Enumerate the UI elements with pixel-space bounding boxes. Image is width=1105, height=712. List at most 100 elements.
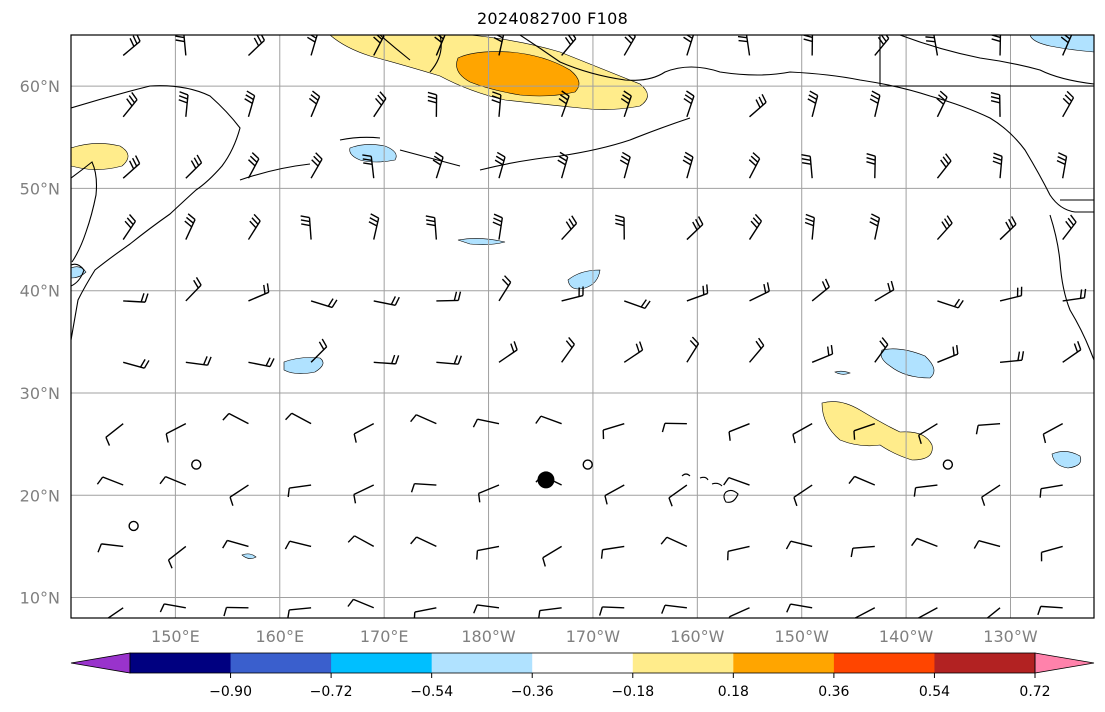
wind-barb <box>936 90 948 118</box>
wind-barb <box>748 152 761 179</box>
markers <box>128 459 954 532</box>
lat-label: 20°N <box>20 486 60 505</box>
wind-barb <box>973 540 1001 549</box>
wind-barb <box>178 91 189 117</box>
colorbar-bin <box>733 653 835 673</box>
colorbar-frame <box>129 652 1036 674</box>
wind-barb <box>869 90 881 117</box>
wind-barb <box>476 545 500 560</box>
wind-barb <box>600 545 625 559</box>
wind-barb <box>561 35 577 56</box>
wind-barb <box>561 336 575 363</box>
wind-barb <box>925 35 939 56</box>
wind-barb <box>123 359 150 369</box>
wind-barb <box>159 475 187 486</box>
wind-barb <box>1037 605 1063 616</box>
wind-barb <box>247 213 261 240</box>
colorbar-label: −0.54 <box>410 684 453 700</box>
wind-barb <box>310 298 338 309</box>
wind-barb <box>167 545 187 569</box>
colorbar-bin <box>532 653 634 673</box>
map-background <box>71 35 1094 618</box>
wind-barb <box>686 284 709 302</box>
wind-barb <box>96 476 124 486</box>
wind-barb <box>981 484 1001 506</box>
wind-barb <box>222 539 249 549</box>
lat-label: 10°N <box>20 589 60 608</box>
wind-barb <box>223 606 249 617</box>
wind-barb <box>159 603 186 613</box>
colorbar-bin <box>331 653 433 673</box>
lon-label: 130°W <box>983 627 1038 646</box>
wind-barb <box>1060 35 1073 56</box>
wind-barb <box>748 337 765 363</box>
wind-barb <box>604 484 625 505</box>
wind-barb <box>493 35 505 56</box>
wind-barb <box>683 35 695 56</box>
wind-barb <box>913 484 938 497</box>
wind-barb <box>1100 421 1105 429</box>
wind-barb <box>1040 545 1063 562</box>
wind-barb <box>874 337 889 363</box>
cyclone-marker <box>537 471 555 489</box>
wind-barb <box>122 35 141 56</box>
wind-barb <box>229 484 249 506</box>
lon-label: 160°W <box>670 627 725 646</box>
wind-barb <box>804 213 815 240</box>
shade-midpac-neg-3 <box>283 357 324 374</box>
wind-barb <box>850 545 875 558</box>
wind-barb <box>749 93 767 118</box>
wind-barb <box>307 35 318 56</box>
lat-label: 30°N <box>20 384 60 403</box>
shade-kamchatka <box>71 143 129 170</box>
wind-barb <box>728 423 750 441</box>
wind-barb <box>619 151 631 179</box>
wind-barb <box>434 35 446 56</box>
colorbar-bin <box>431 653 533 673</box>
colorbar-bin <box>833 653 935 673</box>
wind-barb <box>854 607 876 618</box>
wind-barb <box>561 286 584 302</box>
wind-barb <box>561 215 578 241</box>
wind-barb <box>347 535 375 548</box>
colorbar: −0.90 −0.72 −0.54 −0.36 −0.18 0.18 0.36 0.54 0.7… <box>70 652 1095 700</box>
coastline-japan <box>71 263 85 287</box>
coastline-okhotsk <box>71 161 98 263</box>
wind-barb <box>661 604 687 614</box>
wind-barb <box>373 354 400 365</box>
wind-barb <box>786 603 813 613</box>
wind-barb <box>472 418 500 428</box>
lon-label: 150°E <box>151 627 200 646</box>
wind-barb <box>1042 423 1064 444</box>
wind-barb <box>310 338 328 363</box>
wind-barb <box>97 543 124 553</box>
wind-barb <box>410 536 437 548</box>
wind-barbs <box>96 35 1105 618</box>
colorbar-bin <box>130 653 232 673</box>
wind-barb <box>427 91 438 117</box>
wind-barb <box>686 216 704 241</box>
wind-barb <box>801 154 813 179</box>
wind-barb <box>436 355 463 365</box>
wind-barb <box>185 154 203 179</box>
wind-barb <box>620 90 632 118</box>
shade-subtrop-neg-4 <box>880 348 935 379</box>
wind-barb <box>1039 484 1063 498</box>
coastline-alaska <box>519 35 1094 213</box>
wind-barb <box>728 607 750 618</box>
wind-barb <box>300 215 312 240</box>
wind-barb <box>661 422 687 433</box>
shade-small-neg-3 <box>71 266 87 279</box>
wind-barb <box>122 92 138 118</box>
wind-barb <box>410 414 437 425</box>
wind-barb <box>413 607 437 618</box>
wind-barb <box>1062 90 1075 118</box>
colorbar-label: 0.54 <box>919 684 950 700</box>
wind-barb <box>285 412 312 425</box>
wind-barb <box>557 151 569 179</box>
wind-barb <box>785 540 813 550</box>
lat-label: 50°N <box>20 179 60 198</box>
wind-barb <box>811 344 834 363</box>
shade-hawaii-east <box>821 401 933 461</box>
